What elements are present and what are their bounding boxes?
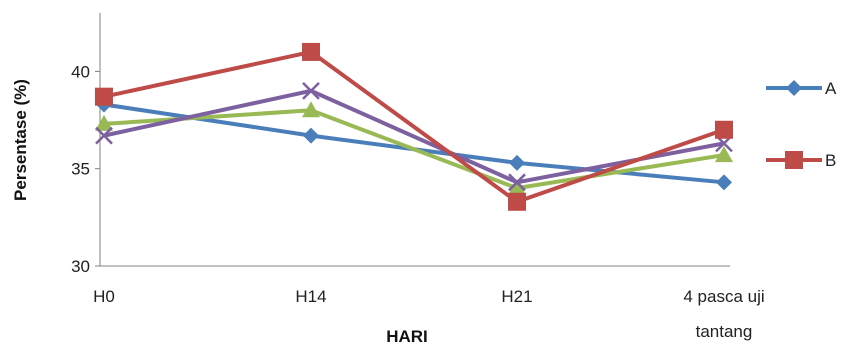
- data-point: [509, 154, 525, 171]
- data-point: [95, 87, 113, 106]
- series-line: [103, 108, 725, 191]
- data-point: [785, 151, 803, 169]
- x-tick-label-line: tantang: [696, 322, 753, 341]
- x-tick-label-line: 4 pasca uji: [683, 287, 764, 306]
- y-axis-title: Persentase (%): [11, 79, 30, 201]
- series-layer: [95, 42, 733, 211]
- data-point: [715, 146, 733, 163]
- x-tick-label-line: H21: [501, 287, 532, 306]
- data-point: [786, 80, 802, 96]
- x-axis-title: HARI: [386, 327, 428, 345]
- legend-item-b: B: [766, 151, 836, 170]
- data-point: [95, 114, 113, 131]
- data-point: [715, 120, 733, 139]
- x-tick-label-line: H14: [295, 287, 326, 306]
- legend-label: B: [825, 151, 836, 170]
- data-point: [716, 174, 732, 191]
- data-point: [303, 127, 319, 144]
- data-point: [302, 42, 320, 61]
- series-line: [103, 49, 725, 204]
- series-3: [95, 101, 733, 196]
- series-4: [95, 81, 733, 192]
- series-b: [95, 42, 733, 211]
- data-point: [302, 81, 320, 100]
- y-tick-label: 35: [71, 160, 90, 179]
- y-tick-label: 40: [71, 62, 90, 81]
- series-a: [96, 96, 732, 191]
- data-point: [508, 192, 526, 211]
- y-tick-label: 30: [71, 257, 90, 276]
- x-tick-label-line: H0: [93, 287, 115, 306]
- x-tick-label: H0: [93, 287, 115, 306]
- legend-label: A: [825, 79, 837, 98]
- x-tick-label: 4 pasca uji tantang: [683, 287, 764, 341]
- x-tick-label: H21: [501, 287, 532, 306]
- data-point: [95, 126, 113, 145]
- data-point: [508, 179, 526, 196]
- data-point: [302, 101, 320, 118]
- chart-legend: AB: [766, 79, 837, 170]
- x-tick-label: H14: [295, 287, 326, 306]
- data-point: [508, 173, 526, 192]
- series-line: [103, 88, 725, 185]
- legend-item-a: A: [766, 79, 837, 98]
- chart-axes: 30 35 40 H0 H14 H21 4 pasca uji tantang: [71, 13, 765, 341]
